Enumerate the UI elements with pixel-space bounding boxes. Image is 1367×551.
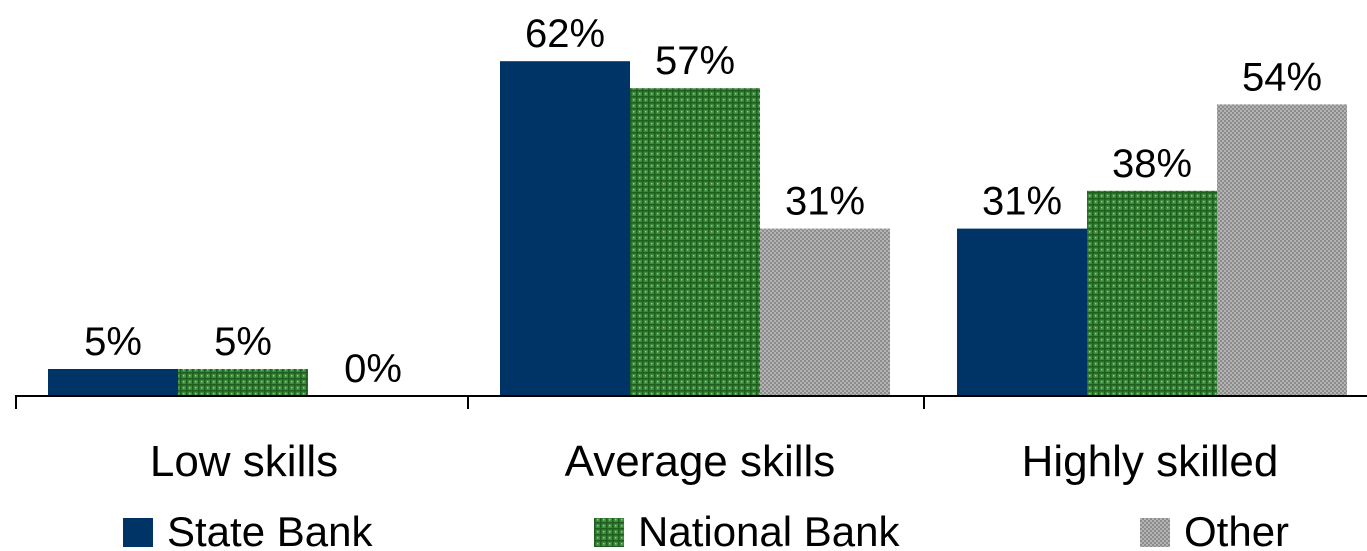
bar-labels-layer: 5% 5% 0% 62% 57% 31% 31% 38% 54% [84,12,1322,391]
bar-highly-skilled-national-bank [1087,190,1217,396]
bar-average-skills-national-bank [630,88,760,396]
data-label-highly-skilled-state-bank: 31% [982,180,1062,224]
category-labels: Low skills Average skills Highly skilled [150,437,1279,486]
data-label-average-skills-national-bank: 57% [655,39,735,83]
bar-low-skills-state-bank [48,369,178,396]
bar-average-skills-other [760,228,890,396]
legend-label-national-bank: National Bank [638,508,900,551]
category-label-low-skills: Low skills [150,437,338,486]
legend-swatch-other [1140,518,1170,547]
bars-layer [48,61,1347,397]
plot-area: 5% 5% 0% 62% 57% 31% 31% 38% 54% Low skills Avera… [15,12,1367,486]
category-label-highly-skilled: Highly skilled [1022,437,1279,486]
category-label-average-skills: Average skills [565,437,836,486]
data-label-low-skills-state-bank: 5% [84,320,142,364]
data-label-average-skills-other: 31% [785,180,865,224]
data-label-highly-skilled-national-bank: 38% [1112,142,1192,186]
bar-highly-skilled-state-bank [957,228,1087,396]
legend-swatch-state-bank [123,518,153,547]
data-label-low-skills-other: 0% [344,347,402,391]
x-axis [15,395,1367,409]
bar-highly-skilled-other [1217,104,1347,397]
data-label-highly-skilled-other: 54% [1242,55,1322,99]
bar-average-skills-state-bank [500,61,630,396]
legend-label-state-bank: State Bank [167,508,373,551]
data-label-low-skills-national-bank: 5% [214,320,272,364]
data-label-average-skills-state-bank: 62% [525,12,605,56]
legend-swatch-national-bank [594,518,624,547]
legend: State Bank National Bank Other [123,508,1289,551]
bar-low-skills-national-bank [178,369,308,396]
legend-label-other: Other [1184,508,1289,551]
